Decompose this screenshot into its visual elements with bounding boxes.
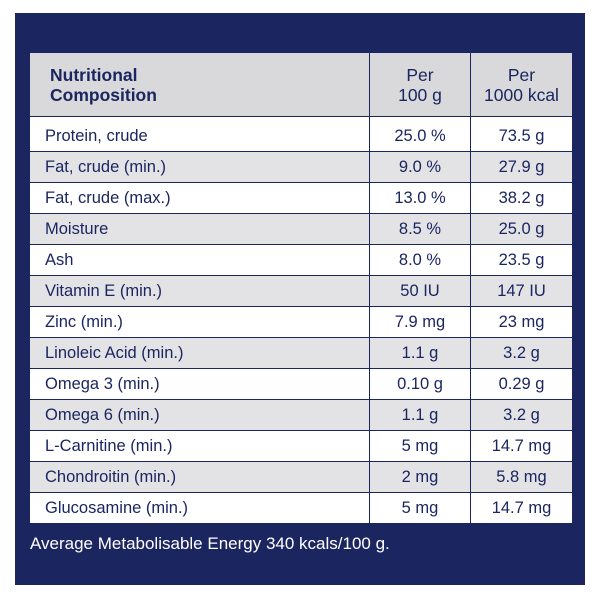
nutrient-name: Vitamin E (min.) [30,276,370,307]
value-per-1000kcal: 27.9 g [471,152,572,183]
value-per-100g: 9.0 % [370,152,471,183]
energy-footnote: Average Metabolisable Energy 340 kcals/1… [30,534,390,553]
value-per-1000kcal: 147 IU [471,276,572,307]
value-per-1000kcal: 73.5 g [471,121,572,152]
value-per-100g: 25.0 % [370,121,471,152]
value-per-100g: 8.5 % [370,214,471,245]
header-composition-line2: Composition [50,84,157,105]
nutrient-name: Glucosamine (min.) [30,493,370,524]
nutrient-name: Chondroitin (min.) [30,462,370,493]
value-per-1000kcal: 5.8 mg [471,462,572,493]
value-per-1000kcal: 3.2 g [471,400,572,431]
nutrient-name: Fat, crude (max.) [30,183,370,214]
header-per-100g-line1: Per [406,64,434,85]
nutrient-name: Omega 3 (min.) [30,369,370,400]
header-per-1000kcal-line2: 1000 kcal [484,84,559,105]
nutrient-name: Omega 6 (min.) [30,400,370,431]
nutrition-table: Nutritional Composition Per 100 g Per 10… [30,53,572,524]
value-per-100g: 50 IU [370,276,471,307]
header-composition-line1: Nutritional [50,64,138,85]
value-per-1000kcal: 38.2 g [471,183,572,214]
nutrient-name: Protein, crude [30,121,370,152]
nutrient-name: Linoleic Acid (min.) [30,338,370,369]
value-per-1000kcal: 23.5 g [471,245,572,276]
value-per-1000kcal: 3.2 g [471,338,572,369]
nutrient-name: Moisture [30,214,370,245]
header-per-1000kcal-line1: Per [507,64,536,85]
value-per-100g: 8.0 % [370,245,471,276]
value-per-100g: 5 mg [370,493,471,524]
nutrient-name: Fat, crude (min.) [30,152,370,183]
nutrient-name: Ash [30,245,370,276]
value-per-1000kcal: 25.0 g [471,214,572,245]
header-per-100g-line2: 100 g [398,84,442,105]
header-gap [30,117,370,121]
value-per-100g: 2 mg [370,462,471,493]
value-per-100g: 1.1 g [370,400,471,431]
header-gap [370,117,471,121]
value-per-1000kcal: 14.7 mg [471,431,572,462]
value-per-100g: 1.1 g [370,338,471,369]
nutrient-name: Zinc (min.) [30,307,370,338]
value-per-100g: 0.10 g [370,369,471,400]
header-gap [471,117,572,121]
value-per-100g: 13.0 % [370,183,471,214]
value-per-100g: 7.9 mg [370,307,471,338]
header-per-100g: Per 100 g [370,53,471,117]
value-per-100g: 5 mg [370,431,471,462]
nutrient-name: L-Carnitine (min.) [30,431,370,462]
value-per-1000kcal: 23 mg [471,307,572,338]
header-per-1000kcal: Per 1000 kcal [471,53,572,117]
value-per-1000kcal: 0.29 g [471,369,572,400]
header-composition: Nutritional Composition [30,53,370,117]
value-per-1000kcal: 14.7 mg [471,493,572,524]
